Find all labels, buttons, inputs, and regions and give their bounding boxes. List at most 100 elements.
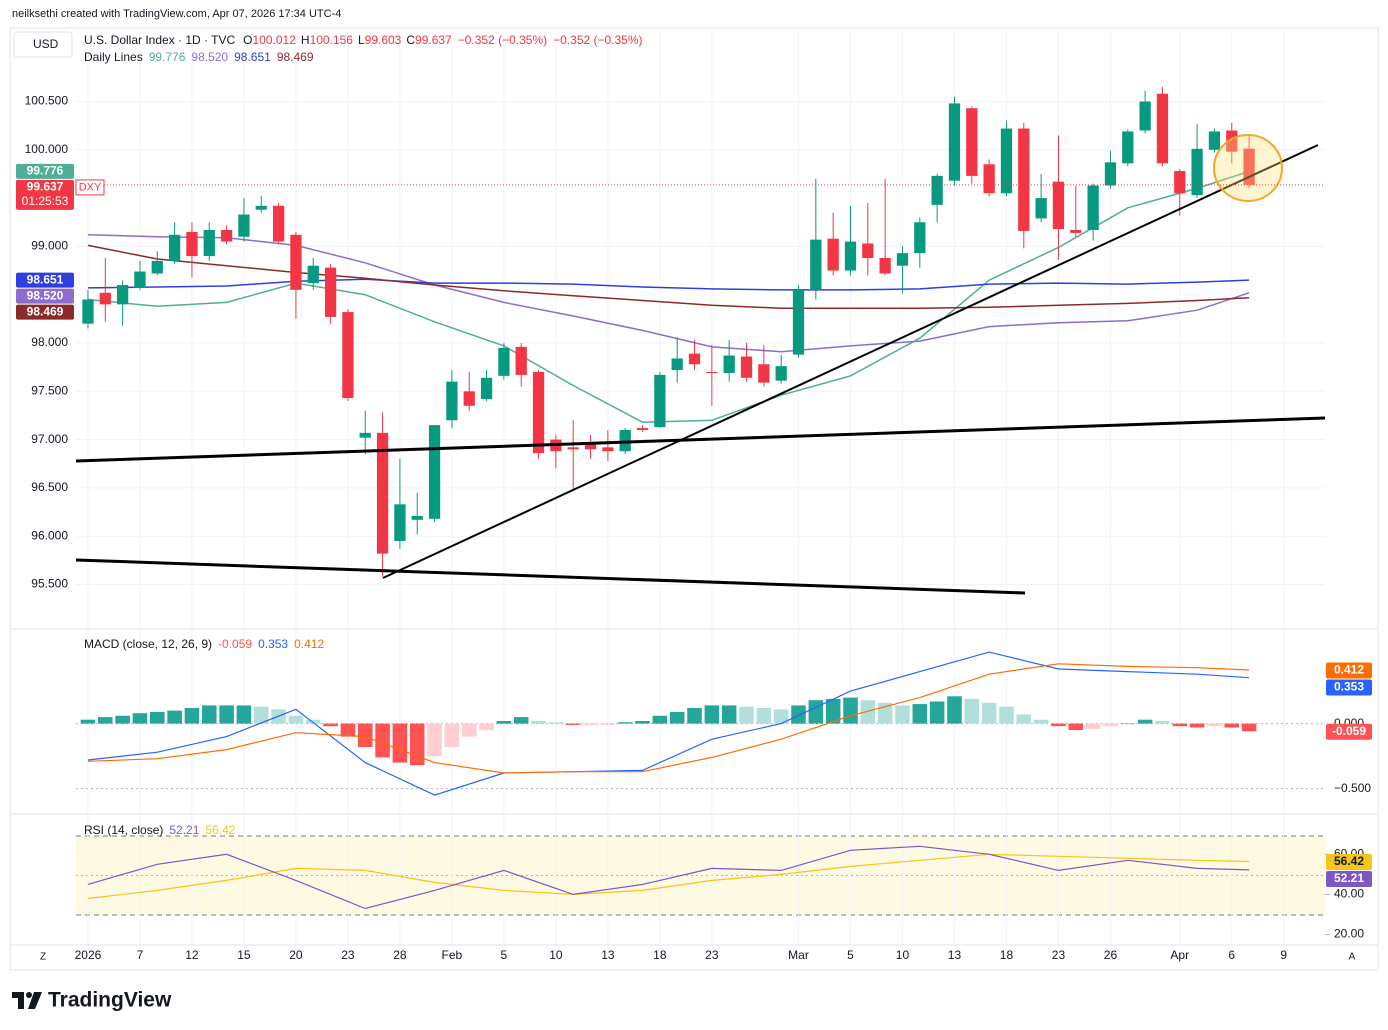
macd-bar <box>80 719 96 724</box>
macd-bar <box>773 709 789 724</box>
macd-bar <box>132 713 148 724</box>
candle-body <box>931 175 943 205</box>
y-tick-label: 97.500 <box>31 383 68 397</box>
macd-bar <box>1033 719 1049 724</box>
candle-body <box>1104 162 1117 186</box>
macd-bar <box>721 705 737 724</box>
candle-body <box>654 374 666 428</box>
value-badge <box>1326 723 1372 740</box>
price-badge <box>16 179 74 210</box>
marks <box>80 86 1257 910</box>
pane-legend: MACD (close, 12, 26, 9) -0.059 0.353 0.412 <box>84 637 324 651</box>
macd-bar <box>98 717 113 724</box>
candle-body <box>515 346 527 375</box>
candle-body <box>827 238 839 271</box>
candle-body <box>411 515 423 520</box>
candle-body <box>359 432 371 438</box>
candle-body <box>688 353 701 365</box>
candle-body <box>1070 229 1082 233</box>
candle-body <box>116 285 129 305</box>
candle-body <box>740 356 753 378</box>
macd-bar <box>1051 723 1066 727</box>
candle-body <box>203 229 215 257</box>
y-tick-label: 97.000 <box>31 432 68 446</box>
trendline <box>382 144 1319 579</box>
candle-body <box>255 205 267 210</box>
candle-body <box>584 444 597 450</box>
candle-body <box>99 292 111 305</box>
candle-body <box>238 214 250 237</box>
value-badge-label: 56.42 <box>1334 854 1364 868</box>
macd-bar <box>219 705 234 724</box>
macd-bar <box>669 711 685 724</box>
x-tick-label: 10 <box>549 948 563 962</box>
macd-bar <box>427 723 442 757</box>
x-tick-label: 23 <box>341 948 355 962</box>
x-tick-label: 13 <box>601 948 615 962</box>
x-tick-label: 2026 <box>75 948 102 962</box>
pane-legend: Daily Lines 99.776 98.520 98.651 98.469 <box>84 50 314 64</box>
macd-bar <box>756 708 772 724</box>
candle-body <box>1243 148 1255 185</box>
legend-item: 0.353 <box>258 637 288 651</box>
candle-body <box>307 265 319 284</box>
candle-body <box>290 234 302 290</box>
price-badge <box>16 304 74 320</box>
candle-body <box>810 239 822 290</box>
y3-tick-label: 40.00 <box>1334 887 1364 901</box>
y-tick-label: 95.500 <box>31 577 68 591</box>
legend-item: C <box>406 33 415 47</box>
candle-body <box>480 377 493 400</box>
macd-bar <box>548 722 564 724</box>
rsi-ma-line <box>87 853 1250 900</box>
macd-bar <box>1103 723 1118 727</box>
scale-button[interactable]: A <box>1349 952 1356 963</box>
macd-bar <box>1137 719 1153 724</box>
candle-body <box>636 428 649 430</box>
value-badge <box>1326 871 1372 888</box>
value-badge-label: 52.21 <box>1334 871 1364 885</box>
candle-body <box>324 267 337 317</box>
price-badge-label: 98.469 <box>27 304 64 318</box>
macd-bar <box>115 715 130 724</box>
legend-item: 99.637 <box>415 33 452 47</box>
grid <box>76 30 1330 945</box>
candle-body <box>342 312 354 399</box>
candle-body <box>446 381 458 421</box>
candle-body <box>1208 131 1221 150</box>
currency-button[interactable] <box>13 31 73 58</box>
legend-item: H <box>301 33 310 47</box>
symbol-label: DXY <box>79 181 102 193</box>
macd-bar <box>617 722 633 724</box>
macd-bar <box>895 705 910 724</box>
y3-tick-label: 20.00 <box>1334 927 1364 941</box>
y-tick-label: 96.000 <box>31 528 68 542</box>
legend-item: 98.651 <box>234 50 271 64</box>
frame <box>9 27 1379 971</box>
y-tick-label: 96.500 <box>31 480 68 494</box>
y2-tick-label: −0.500 <box>1334 781 1371 795</box>
macd-line <box>87 651 1250 796</box>
x-tick-label: 13 <box>948 948 962 962</box>
candle-body <box>428 425 441 519</box>
candle-body <box>1226 130 1238 152</box>
countdown: 01:25:53 <box>22 194 69 208</box>
ma-line <box>87 244 1250 309</box>
x-tick-label: 18 <box>653 948 667 962</box>
candle-body <box>82 299 94 324</box>
legend-item: 100.012 <box>253 33 297 47</box>
candle-body <box>1052 181 1065 230</box>
scale-button[interactable]: Z <box>40 952 46 963</box>
pane-legend: U.S. Dollar Index · 1D · TVC O100.012 H100… <box>84 33 643 47</box>
pane-legend: RSI (14, close) 52.21 56.42 <box>84 823 236 837</box>
logo-mark <box>12 992 24 1009</box>
x-tick-label: Feb <box>442 948 463 962</box>
macd-bar <box>999 706 1014 724</box>
macd-bar <box>1085 723 1101 729</box>
x-tick-label: 28 <box>393 948 407 962</box>
candle-body <box>1087 185 1099 230</box>
macd-bar <box>1189 723 1205 728</box>
value-badge <box>1326 679 1372 696</box>
trendline <box>75 416 1326 463</box>
